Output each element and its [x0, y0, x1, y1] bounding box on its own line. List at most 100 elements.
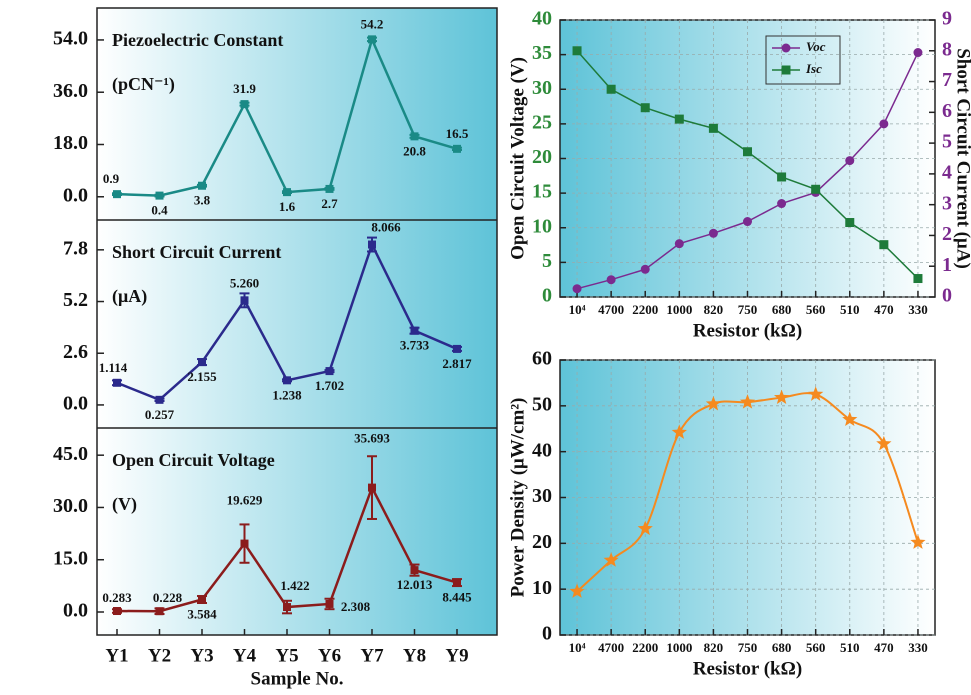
x-tick-label: 1000: [666, 302, 692, 317]
x-tick-label: Y4: [233, 645, 257, 666]
legend-label: Voc: [806, 39, 826, 54]
panel-subtitle: (V): [112, 494, 137, 515]
y-tick-label: 5: [542, 250, 552, 272]
y2-tick-label: 9: [942, 8, 952, 30]
y-tick-label: 0: [542, 285, 552, 307]
marker: [283, 376, 291, 385]
y-tick-label: 20: [532, 531, 552, 553]
panel-subtitle: (μA): [112, 286, 147, 307]
marker: [606, 275, 616, 285]
x-tick-label: 4700: [598, 640, 624, 655]
x-tick-label: Y7: [360, 645, 384, 666]
y-tick-label: 18.0: [53, 132, 88, 154]
marker: [708, 228, 718, 238]
marker: [743, 217, 752, 227]
x-tick-label: 510: [840, 302, 860, 317]
y2-tick-label: 5: [942, 131, 952, 153]
marker: [842, 411, 858, 427]
marker: [453, 344, 461, 353]
marker: [368, 240, 376, 249]
data-label: 5.260: [230, 275, 259, 290]
x-tick-label: 470: [874, 302, 894, 317]
data-label: 8.445: [442, 590, 472, 605]
legend-label: Isc: [805, 61, 822, 76]
y-tick-label: 40: [532, 439, 552, 461]
data-label: 12.013: [397, 577, 433, 592]
legend-box: [765, 35, 841, 85]
marker: [708, 123, 718, 133]
x-tick-label: 750: [738, 640, 758, 655]
x-tick-label: 820: [704, 640, 724, 655]
x-tick-label: 4700: [598, 302, 624, 317]
y-axis-title: Power Density (μW/cm²): [507, 398, 528, 598]
y2-tick-label: 2: [942, 223, 952, 245]
x-tick-label: Y3: [190, 645, 213, 666]
x-axis-title: Resistor (kΩ): [693, 320, 802, 341]
y2-axis-title: Short Circuit Current (μA): [953, 48, 971, 269]
x-tick-label: 2200: [632, 640, 658, 655]
y-tick-label: 35: [532, 42, 552, 64]
marker: [410, 566, 419, 575]
panel-title: Open Circuit Voltage: [112, 450, 275, 470]
data-label: 3.8: [194, 193, 211, 208]
marker: [876, 435, 892, 451]
data-label: 0.283: [102, 590, 132, 605]
marker: [325, 367, 334, 376]
data-label: 16.5: [446, 126, 469, 141]
data-label: 0.257: [145, 407, 175, 422]
y-tick-label: 15.0: [53, 547, 88, 569]
x-tick-label: 680: [772, 302, 792, 317]
marker: [155, 395, 164, 404]
x-tick-label: 560: [806, 640, 826, 655]
marker: [155, 607, 164, 616]
y-tick-label: 60: [532, 348, 552, 370]
x-axis-title: Sample No.: [251, 668, 344, 689]
marker: [113, 607, 121, 616]
x-tick-label: 680: [772, 640, 792, 655]
marker: [283, 188, 291, 197]
data-label: 31.9: [233, 81, 256, 96]
y-tick-label: 5.2: [63, 289, 88, 311]
marker: [368, 483, 376, 492]
x-tick-label: 10⁴: [569, 302, 586, 317]
x-tick-label: Y5: [275, 645, 298, 666]
y-tick-label: 30: [532, 77, 552, 99]
marker: [368, 35, 376, 44]
marker: [572, 46, 582, 56]
marker: [113, 190, 121, 199]
data-label: 19.629: [227, 493, 263, 508]
x-tick-label: 1000: [666, 640, 692, 655]
y-tick-label: 0.0: [63, 600, 88, 622]
y-tick-label: 54.0: [53, 28, 88, 50]
marker: [674, 239, 684, 249]
data-label: 1.6: [279, 199, 296, 214]
x-tick-label: Y2: [148, 645, 171, 666]
legend-marker: [781, 43, 791, 53]
data-label: 2.155: [187, 369, 217, 384]
panel-subtitle: (pCN⁻¹): [112, 74, 175, 95]
data-label: 1.422: [280, 578, 309, 593]
marker: [569, 583, 585, 598]
y-tick-label: 0: [542, 623, 552, 645]
data-label: 3.733: [400, 338, 430, 353]
marker: [113, 378, 121, 387]
marker: [913, 274, 923, 284]
marker: [155, 191, 164, 200]
marker: [325, 599, 334, 608]
x-tick-label: Y1: [105, 645, 128, 666]
x-tick-label: 330: [908, 640, 928, 655]
marker: [283, 603, 291, 612]
marker: [606, 84, 616, 94]
x-tick-label: 750: [738, 302, 758, 317]
data-label: 8.066: [371, 220, 401, 235]
x-tick-label: 330: [908, 302, 928, 317]
marker: [913, 48, 923, 58]
x-tick-label: Y8: [403, 645, 426, 666]
y2-tick-label: 1: [942, 254, 952, 276]
marker: [879, 119, 889, 129]
marker: [777, 172, 787, 182]
y-tick-label: 30.0: [53, 495, 88, 517]
data-label: 0.228: [153, 590, 183, 605]
data-label: 1.114: [99, 360, 128, 375]
